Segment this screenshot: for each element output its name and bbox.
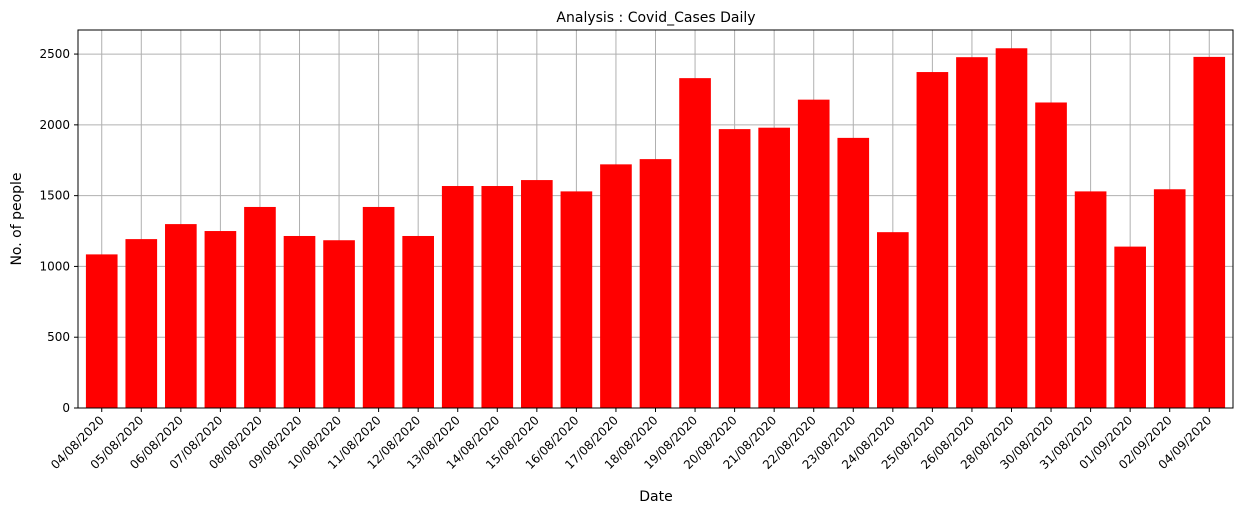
bar: [995, 48, 1028, 409]
bar: [85, 254, 118, 408]
bar: [877, 232, 909, 408]
bar: [758, 127, 790, 408]
bar: [1114, 246, 1146, 408]
bar: [521, 180, 553, 408]
y-tick-label: 1500: [39, 189, 70, 203]
y-axis-label: No. of people: [9, 172, 25, 265]
bar: [204, 231, 237, 408]
bar: [283, 235, 316, 408]
bar: [244, 206, 276, 408]
bar: [1074, 191, 1107, 408]
chart-title: Analysis : Covid_Cases Daily: [556, 10, 755, 26]
y-tick-label: 500: [47, 330, 70, 344]
bar: [837, 137, 870, 408]
y-tick-label: 0: [62, 401, 70, 415]
bar: [1035, 102, 1067, 409]
x-axis-label: Date: [639, 489, 672, 505]
bar: [600, 164, 632, 408]
bar: [441, 186, 474, 408]
bar: [165, 224, 197, 408]
bar: [639, 159, 672, 408]
bar: [1193, 56, 1226, 409]
bar: [560, 191, 593, 408]
bar: [481, 186, 514, 408]
bar: [323, 240, 355, 408]
bar: [797, 99, 830, 408]
bar: [1153, 189, 1186, 408]
bar: [956, 57, 988, 409]
bars: [85, 48, 1226, 409]
bar: [916, 72, 949, 409]
y-tick-label: 2000: [39, 118, 70, 132]
y-tick-label: 2500: [39, 47, 70, 61]
bar: [679, 78, 711, 409]
bar: [362, 206, 395, 408]
y-tick-label: 1000: [39, 259, 70, 273]
bar: [125, 239, 158, 408]
bar: [718, 129, 751, 408]
bar: [402, 235, 434, 408]
